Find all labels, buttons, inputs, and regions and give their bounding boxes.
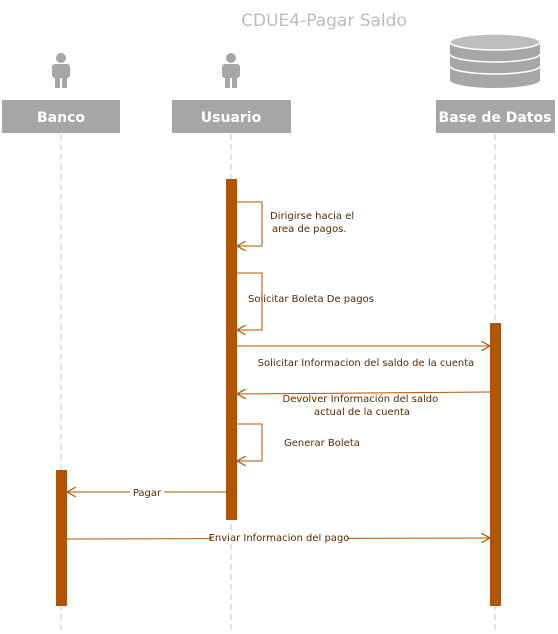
actor-icon bbox=[52, 53, 70, 88]
diagram-title: CDUE4-Pagar Saldo bbox=[241, 11, 407, 31]
participant-banco: Banco bbox=[2, 100, 120, 133]
label-mask bbox=[212, 532, 347, 544]
participant-usuario: Usuario bbox=[172, 100, 291, 133]
activation-banco bbox=[56, 470, 67, 606]
participant-label: Base de Datos bbox=[439, 110, 552, 126]
activation-usuario bbox=[226, 179, 237, 520]
participant-base-de-datos: Base de Datos bbox=[436, 100, 555, 133]
message-label: Generar Boleta bbox=[284, 438, 360, 449]
message-arrow bbox=[237, 201, 263, 246]
message-label: Pagar bbox=[133, 488, 162, 499]
activation-base-de-datos bbox=[490, 323, 501, 606]
message-arrow bbox=[237, 272, 263, 330]
message-arrow bbox=[237, 423, 263, 461]
label-mask bbox=[130, 486, 164, 498]
database-icon bbox=[449, 33, 541, 88]
message-arrow bbox=[237, 392, 491, 394]
actor-icon bbox=[222, 53, 240, 88]
participant-label: Usuario bbox=[201, 110, 262, 126]
message-label: Enviar Informacion del pago bbox=[209, 533, 350, 544]
message-label: Solicitar Informacion del saldo de la cu… bbox=[258, 358, 475, 369]
message-label: Devolver Información del saldo actual de… bbox=[283, 393, 442, 418]
message-label: Dirigirse hacia el area de pagos. bbox=[270, 211, 357, 235]
participant-label: Banco bbox=[37, 110, 85, 126]
message-label: Solicitar Boleta De pagos bbox=[248, 294, 374, 305]
